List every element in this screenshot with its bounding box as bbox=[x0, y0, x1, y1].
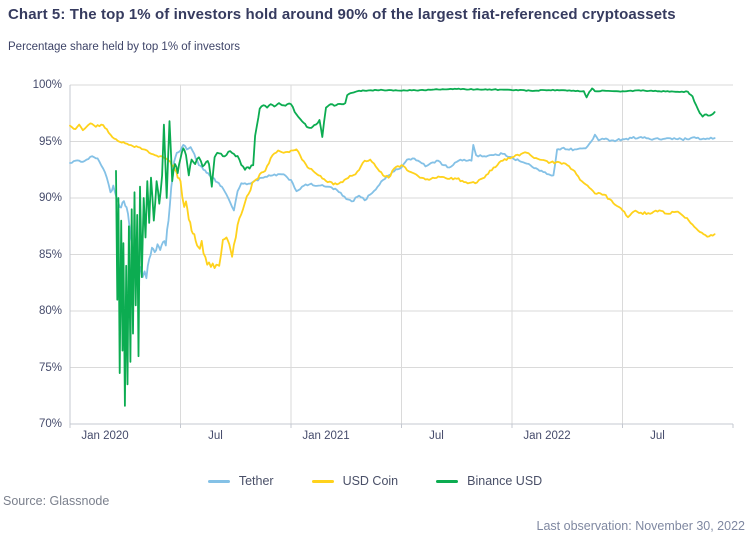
y-axis-tick-label: 75% bbox=[38, 361, 62, 374]
x-axis-tick-label: Jul bbox=[429, 430, 444, 442]
legend-label: Binance USD bbox=[467, 474, 543, 488]
legend-swatch-icon bbox=[311, 479, 334, 483]
source-text: Source: Glassnode bbox=[3, 494, 110, 508]
series-line-usd-coin bbox=[69, 122, 716, 269]
chart-subtitle: Percentage share held by top 1% of inves… bbox=[8, 41, 241, 53]
y-axis-tick-label: 85% bbox=[38, 248, 62, 261]
x-axis-tick-label: Jan 2020 bbox=[81, 430, 129, 442]
series-line-binance-usd bbox=[115, 87, 716, 407]
legend-label: USD Coin bbox=[342, 474, 399, 488]
y-axis-tick-label: 100% bbox=[32, 79, 62, 91]
x-axis-tick-label: Jul bbox=[650, 430, 665, 442]
y-axis-tick-label: 70% bbox=[38, 418, 62, 430]
series-line-tether bbox=[69, 133, 716, 280]
chart-title: Chart 5: The top 1% of investors hold ar… bbox=[8, 6, 676, 23]
x-axis-tick-label: Jul bbox=[208, 430, 223, 442]
legend-swatch-icon bbox=[207, 479, 230, 483]
x-axis-tick-label: Jan 2022 bbox=[523, 430, 571, 442]
x-axis-tick-label: Jan 2021 bbox=[302, 430, 350, 442]
y-axis-tick-label: 80% bbox=[38, 305, 62, 317]
legend-item-tether: Tether bbox=[207, 474, 274, 488]
y-axis-tick-label: 95% bbox=[38, 135, 62, 148]
legend-item-usd-coin: USD Coin bbox=[311, 474, 399, 488]
last-observation-text: Last observation: November 30, 2022 bbox=[536, 519, 745, 533]
chart-legend: Tether USD Coin Binance USD bbox=[0, 472, 750, 490]
y-axis-tick-label: 90% bbox=[38, 192, 62, 204]
legend-item-binance-usd: Binance USD bbox=[436, 474, 542, 488]
legend-swatch-icon bbox=[436, 479, 459, 483]
legend-label: Tether bbox=[238, 474, 274, 488]
